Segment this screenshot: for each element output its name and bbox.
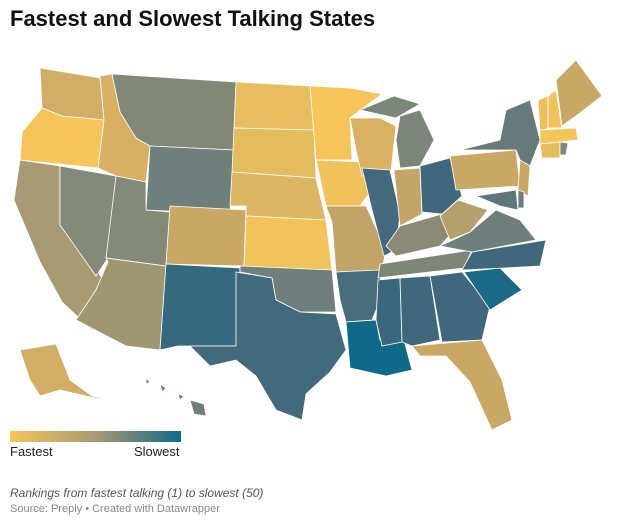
state-in bbox=[393, 167, 423, 227]
state-ma bbox=[539, 127, 579, 145]
legend-min-label: Fastest bbox=[10, 444, 53, 459]
state-nc bbox=[461, 239, 547, 271]
state-hi bbox=[145, 377, 207, 417]
state-wy bbox=[145, 145, 235, 215]
state-nm bbox=[159, 263, 241, 351]
page-title: Fastest and Slowest Talking States bbox=[10, 6, 376, 31]
state-pa bbox=[449, 149, 521, 191]
state-de bbox=[517, 189, 525, 209]
state-vt bbox=[537, 95, 549, 133]
state-nv bbox=[59, 165, 117, 277]
state-nj bbox=[517, 159, 531, 197]
us-map bbox=[13, 59, 603, 431]
state-ar bbox=[335, 269, 383, 323]
state-ct bbox=[539, 141, 561, 159]
chart-note: Rankings from fastest talking (1) to slo… bbox=[10, 486, 264, 500]
legend-gradient bbox=[10, 431, 181, 442]
state-sd bbox=[231, 127, 317, 179]
state-me bbox=[555, 59, 603, 127]
state-ks bbox=[243, 215, 333, 271]
state-md bbox=[474, 189, 519, 211]
state-nd bbox=[233, 81, 315, 131]
state-sc bbox=[463, 267, 523, 311]
source-line: Source: Preply • Created with Datawrappe… bbox=[10, 503, 220, 515]
state-ak bbox=[19, 343, 119, 405]
state-ms bbox=[375, 277, 403, 347]
legend-max-label: Slowest bbox=[134, 444, 180, 459]
state-nh bbox=[547, 89, 563, 129]
state-co bbox=[165, 205, 247, 267]
state-al bbox=[399, 275, 441, 347]
state-ga bbox=[429, 271, 491, 343]
state-ia bbox=[315, 159, 373, 207]
state-wv bbox=[439, 199, 489, 241]
state-ri bbox=[559, 141, 569, 156]
state-tx bbox=[189, 271, 347, 421]
state-fl bbox=[411, 339, 513, 431]
